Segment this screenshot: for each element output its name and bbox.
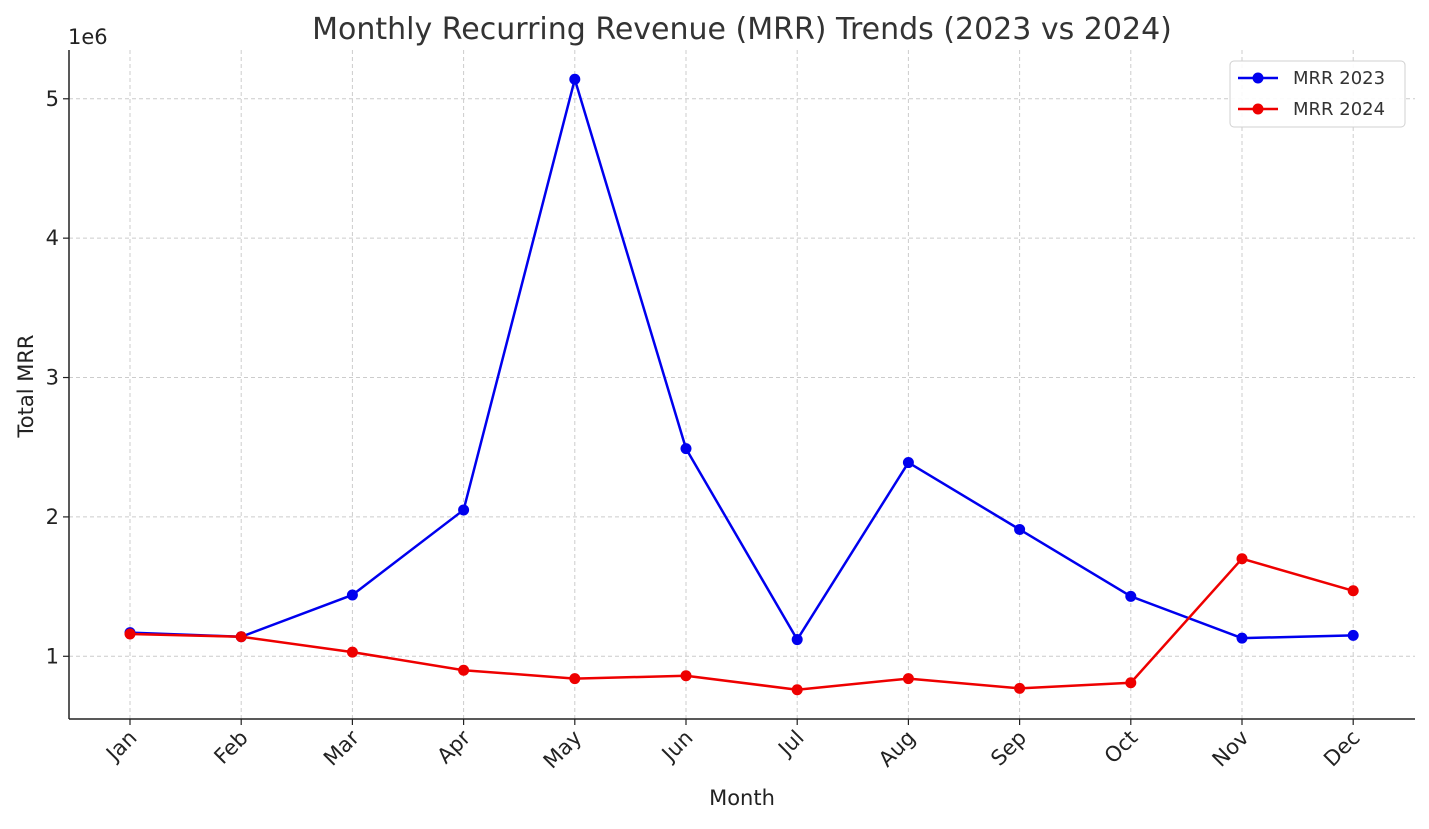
y-tick-label: 1 [46, 644, 59, 668]
data-point [902, 457, 914, 469]
data-point [791, 684, 803, 696]
data-point [346, 589, 358, 601]
x-tick-label: May [539, 726, 587, 774]
series-line [129, 557, 1354, 691]
data-point [680, 670, 692, 682]
data-point [1347, 629, 1359, 641]
data-point [346, 646, 358, 658]
legend-label: MRR 2023 [1293, 68, 1385, 89]
x-axis-label: Month [709, 786, 775, 810]
data-point [1125, 590, 1137, 602]
data-point [569, 673, 581, 685]
data-point [124, 628, 136, 640]
legend: MRR 2023 MRR 2024 [1229, 60, 1406, 128]
x-tick-label: Jul [772, 726, 808, 762]
x-tick-label: Oct [1100, 726, 1143, 769]
data-point [680, 443, 692, 455]
x-tick-label: Nov [1208, 726, 1254, 772]
data-point [235, 631, 247, 643]
x-tick-label: Dec [1319, 726, 1365, 772]
x-tick-label: Aug [874, 726, 920, 772]
data-point [1236, 632, 1248, 644]
series-2 [124, 553, 1359, 696]
data-point [569, 73, 581, 85]
x-tick-label: Mar [319, 725, 364, 770]
y-tick-label: 5 [46, 87, 59, 111]
y-axis-label: Total MRR [14, 334, 38, 438]
y-tick-label: 2 [46, 505, 59, 529]
x-tick-label: Sep [986, 726, 1031, 771]
legend-item: MRR 2024 [1238, 99, 1385, 120]
legend-marker-swatch [1252, 103, 1264, 115]
data-point [458, 664, 470, 676]
data-point [1347, 585, 1359, 597]
data-point [902, 673, 914, 685]
ticks: 1 2 3 4 5 Jan Feb Mar Apr May Jun Jul Aug Sep Oct Nov De… [46, 87, 1365, 773]
y-tick-label: 4 [46, 226, 59, 250]
y-axis-scale-label: 1e6 [68, 25, 108, 49]
x-tick-label: Jan [100, 726, 141, 767]
series-line [129, 78, 1354, 641]
legend-item: MRR 2023 [1238, 68, 1385, 89]
data-point [791, 634, 803, 646]
legend-label: MRR 2024 [1293, 99, 1385, 120]
data-point [1125, 677, 1137, 689]
y-tick-label: 3 [46, 366, 59, 390]
grid [69, 50, 1415, 719]
x-tick-label: Apr [432, 725, 475, 768]
series-1 [124, 73, 1359, 646]
series-layer [124, 73, 1359, 696]
data-point [1014, 523, 1026, 535]
x-tick-label: Feb [209, 726, 252, 769]
x-tick-label: Jun [656, 726, 698, 768]
chart-title: Monthly Recurring Revenue (MRR) Trends (… [312, 12, 1172, 47]
axes [68, 50, 1415, 720]
data-point [458, 504, 470, 516]
legend-marker-swatch [1252, 72, 1264, 84]
data-point [1014, 682, 1026, 694]
data-point [1236, 553, 1248, 565]
